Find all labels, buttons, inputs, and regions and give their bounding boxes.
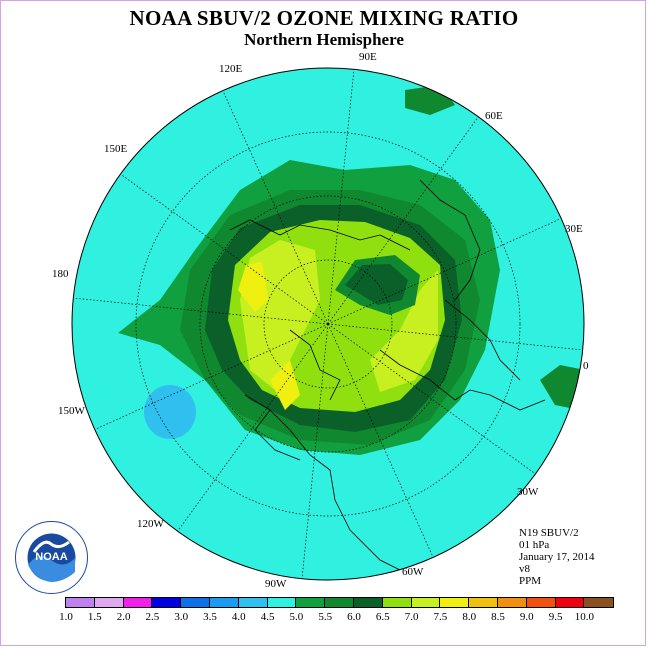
legend-swatch xyxy=(497,597,528,608)
legend-swatch xyxy=(266,597,298,608)
legend-swatch xyxy=(583,597,615,608)
legend-swatch xyxy=(381,597,413,608)
legend-swatch xyxy=(324,597,355,608)
legend-swatch xyxy=(525,597,557,608)
legend-tick-label: 3.0 xyxy=(174,611,189,623)
contour-band-4 xyxy=(144,385,196,439)
legend-tick-label: 2.5 xyxy=(145,611,160,623)
lon-label-120e: 120E xyxy=(219,63,243,75)
lon-label-30w: 30W xyxy=(517,486,539,498)
legend-tick-label: 5.5 xyxy=(318,611,333,623)
lon-label-150e: 150E xyxy=(104,143,128,155)
legend-tick-label: 1.5 xyxy=(87,611,102,623)
contour-band-75 xyxy=(238,262,268,312)
legend-tick-label: 9.0 xyxy=(519,611,534,623)
legend-tick-label: 5.0 xyxy=(289,611,304,623)
lon-label-90e: 90E xyxy=(359,51,377,63)
lon-label-60e: 60E xyxy=(485,110,503,122)
lon-label-90w: 90W xyxy=(265,578,287,590)
info-block: N19 SBUV/2 01 hPa January 17, 2014 v8 PP… xyxy=(519,527,594,587)
legend-tick-label: 1.0 xyxy=(59,611,73,623)
legend-swatch xyxy=(410,597,442,608)
map-subtitle: Northern Hemisphere xyxy=(244,30,404,49)
legend-tick-label: 4.5 xyxy=(260,611,275,623)
legend-tick-label: 7.0 xyxy=(404,611,419,623)
legend-swatch xyxy=(554,597,586,608)
legend-tick-label: 10.0 xyxy=(574,611,595,623)
legend-tick-label: 8.0 xyxy=(462,611,477,623)
lon-label-120w: 120W xyxy=(137,518,164,530)
lon-label-150w: 150W xyxy=(58,405,85,417)
legend-swatch xyxy=(295,597,327,608)
noaa-logo: NOAA xyxy=(14,520,89,595)
legend-tick-label: 6.0 xyxy=(347,611,361,623)
lon-label-180: 180 xyxy=(52,268,69,280)
legend-tick-label: 9.5 xyxy=(548,611,563,623)
graticule xyxy=(72,68,584,580)
legend-swatch xyxy=(353,597,384,608)
legend-swatch xyxy=(237,597,269,608)
legend-tick-label: 6.5 xyxy=(375,611,390,623)
lon-label-0: 0 xyxy=(583,360,589,372)
legend-swatch xyxy=(439,597,471,608)
pressure-level-label: 01 hPa xyxy=(519,539,550,551)
map-title: NOAA SBUV/2 OZONE MIXING RATIO xyxy=(129,6,519,30)
legend-tick-label: 7.5 xyxy=(433,611,448,623)
legend-swatch xyxy=(180,597,211,608)
contour-band-7b xyxy=(370,270,438,392)
date-label: January 17, 2014 xyxy=(519,551,595,563)
legend-tick-label: 2.0 xyxy=(116,611,131,623)
legend-swatch xyxy=(122,597,154,608)
legend-swatch xyxy=(65,597,96,608)
lon-label-60w: 60W xyxy=(402,566,424,578)
legend-swatch xyxy=(209,597,240,608)
instrument-label: N19 SBUV/2 xyxy=(519,527,579,539)
legend-swatch xyxy=(93,597,125,608)
coastlines xyxy=(229,179,546,580)
legend-swatch xyxy=(468,597,499,608)
legend-tick-label: 8.5 xyxy=(491,611,505,623)
version-label: v8 xyxy=(519,563,530,575)
legend-swatch xyxy=(151,597,183,608)
legend-tick-label: 3.5 xyxy=(203,611,217,623)
units-label: PPM xyxy=(519,575,542,587)
lon-label-30e: 30E xyxy=(565,223,583,235)
legend-tick-label: 4.0 xyxy=(231,611,246,623)
logo-text: NOAA xyxy=(35,551,67,563)
